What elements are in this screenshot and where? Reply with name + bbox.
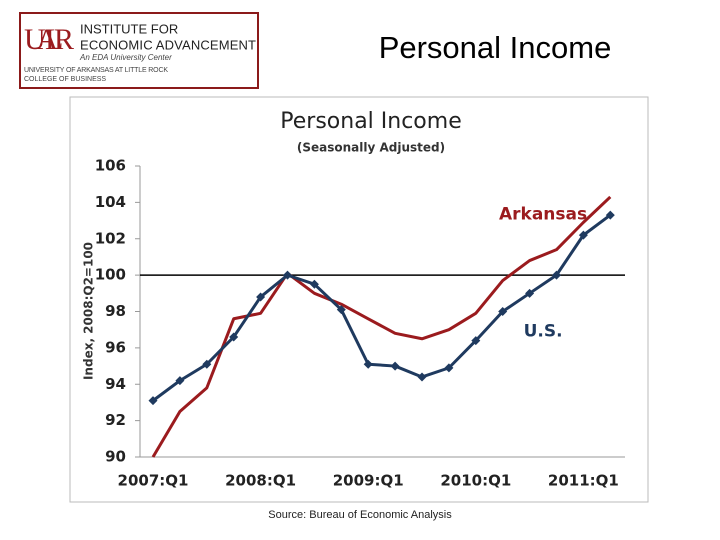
logo-line: An EDA University Center <box>79 53 172 62</box>
y-tick-label: 98 <box>105 302 126 320</box>
x-tick-label: 2007:Q1 <box>118 472 189 490</box>
logo-line: UNIVERSITY OF ARKANSAS AT LITTLE ROCK <box>24 67 168 74</box>
y-tick-label: 90 <box>105 448 126 466</box>
data-point <box>417 372 427 382</box>
data-point <box>471 336 481 346</box>
y-tick-label: 94 <box>105 375 126 393</box>
y-tick-label: 106 <box>95 157 126 175</box>
data-point <box>336 305 346 315</box>
y-tick-label: 102 <box>95 229 126 247</box>
y-tick-label: 96 <box>105 338 126 356</box>
logo-line: INSTITUTE FOR <box>80 21 178 36</box>
series-line <box>152 213 612 402</box>
x-tick-label: 2011:Q1 <box>548 472 619 490</box>
x-tick-label: 2008:Q1 <box>225 472 296 490</box>
data-point <box>229 332 239 342</box>
logo-frame <box>19 12 259 89</box>
data-point <box>309 279 319 289</box>
series-label: U.S. <box>524 321 563 341</box>
chart-subtitle: (Seasonally Adjusted) <box>297 141 445 155</box>
data-point <box>175 376 185 386</box>
data-point <box>498 307 508 316</box>
slide-title: Personal Income <box>379 30 612 65</box>
data-point <box>202 359 212 369</box>
y-tick-label: 104 <box>95 193 126 211</box>
x-tick-label: 2010:Q1 <box>440 472 511 490</box>
y-tick-label: 100 <box>95 266 126 284</box>
data-point <box>148 396 158 406</box>
data-point <box>552 270 561 280</box>
data-point <box>390 361 400 371</box>
chart-title: Personal Income <box>280 109 461 134</box>
y-tick-label: 92 <box>105 411 126 429</box>
data-point <box>283 270 292 280</box>
logo-line: COLLEGE OF BUSINESS <box>24 76 106 83</box>
data-point <box>363 359 373 369</box>
data-point <box>605 210 615 220</box>
data-point <box>525 288 535 298</box>
plot-area: 90 92 94 96 98 100 102 104 106 2007:Q1 2008:Q1 2009… <box>95 157 625 490</box>
data-point <box>256 292 266 302</box>
y-axis-label: Index, 2008:Q2=100 <box>82 242 96 380</box>
chart-frame <box>69 96 649 503</box>
logo-line: ECONOMIC ADVANCEMENT <box>80 37 256 52</box>
data-point <box>444 363 454 373</box>
series-label: Arkansas <box>499 205 587 225</box>
logo-letters: UA LR <box>24 23 74 56</box>
data-point <box>578 230 588 240</box>
source-note: Source: Bureau of Economic Analysis <box>268 509 452 521</box>
series-line <box>151 195 612 458</box>
x-tick-label: 2009:Q1 <box>333 472 404 490</box>
